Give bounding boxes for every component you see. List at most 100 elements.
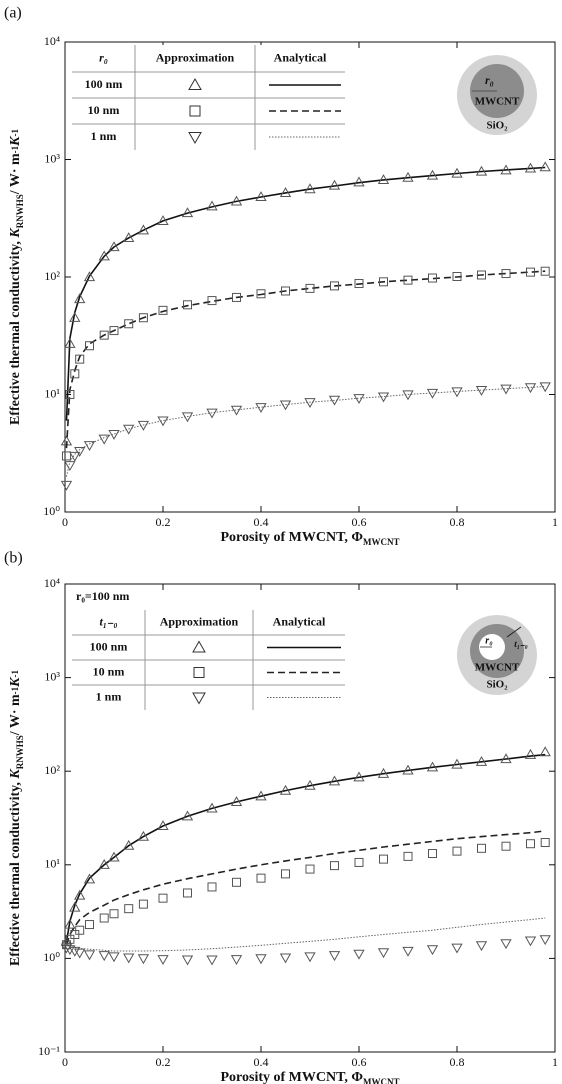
approximation-marker [69,901,81,912]
approximation-marker [255,403,267,413]
x-tick-label: 0.8 [450,515,465,529]
approximation-marker [304,779,316,790]
approximation-marker [137,224,150,235]
legend-label: 1 nm [91,129,117,143]
approximation-marker [157,955,169,966]
analytical-line [65,830,546,945]
approximation-marker [69,946,81,957]
approximation-marker [330,861,339,871]
y-tick-label: 10² [44,269,60,283]
approximation-marker [123,424,135,435]
approximation-marker [524,936,537,947]
approximation-marker [524,748,537,759]
y-tick-label: 10³ [44,151,60,165]
y-axis-label: Effective thermal conductivity, KRNWHS/ … [8,128,25,425]
approximation-marker [475,755,488,766]
approximation-marker [328,951,341,962]
approximation-marker [70,369,80,379]
approximation-marker [181,412,194,423]
approximation-marker [99,913,109,923]
approximation-marker [98,858,110,869]
approximation-marker [255,954,267,965]
approximation-marker [377,767,390,778]
legend-header: Analytical [274,50,327,64]
y-tick-label: 10⁻¹ [38,1044,60,1058]
approximation-marker [428,849,437,859]
y-axis-label-part: K [8,227,23,239]
approximation-marker [138,313,148,323]
x-axis-label-part: Porosity of MWCNT, Φ [220,1070,363,1084]
approximation-marker [402,390,414,401]
y-axis-label-part: -1 [10,128,20,136]
x-axis-label-part: MWCNT [363,1077,400,1084]
approximation-marker [451,758,463,769]
x-tick-label: 0.8 [450,1055,465,1069]
approximation-marker [181,955,194,966]
approximation-marker [524,162,537,173]
approximation-marker [230,195,243,206]
approximation-marker [500,753,512,764]
approximation-marker [328,775,341,786]
approximation-marker [183,300,192,310]
approximation-marker [526,839,535,849]
approximation-marker [138,899,148,909]
legend-marker [192,692,206,705]
approximation-marker [230,405,243,416]
approximation-marker [230,955,243,966]
approximation-marker [232,877,241,887]
inset-label: t₁₋₀ [514,639,528,649]
approximation-marker [99,330,109,340]
approximation-marker [281,869,290,879]
approximation-marker [137,954,150,965]
approximation-marker [108,851,120,862]
approximation-marker [207,882,217,892]
approximation-marker [232,292,241,302]
approximation-marker [124,319,134,329]
approximation-marker [109,326,119,336]
x-tick-label: 0 [62,515,68,529]
y-tick-label: 10⁰ [43,504,60,518]
approximation-marker [539,161,551,172]
y-axis-label-part: -1 [10,669,20,677]
approximation-marker [475,386,488,396]
approximation-marker [207,296,217,306]
x-axis-label: Porosity of MWCNT, ΦMWCNT [220,530,399,547]
approximation-marker [206,802,218,813]
approximation-marker [256,873,266,883]
legend-note: r₀=100 nm [76,589,129,603]
y-tick-label: 10¹ [44,857,60,871]
approximation-marker [353,771,365,782]
approximation-marker [305,283,315,293]
approximation-marker [64,338,76,348]
approximation-marker [501,841,511,851]
approximation-marker [304,183,316,194]
approximation-marker [540,838,550,848]
approximation-marker [230,796,243,806]
approximation-marker [451,387,463,398]
approximation-marker [158,893,168,903]
approximation-marker [451,167,463,178]
legend-label: 100 nm [85,77,123,91]
approximation-marker [206,955,218,966]
approximation-marker [64,461,76,472]
approximation-marker [402,946,414,957]
legend-header: t₁₋₀ [99,614,117,628]
approximation-marker [304,952,316,963]
inset-label: r₀ [485,73,494,87]
approximation-marker [74,889,86,900]
y-axis-label-part: K [8,676,23,688]
approximation-marker [157,820,169,831]
inset-label: MWCNT [475,96,520,108]
approximation-marker [353,176,365,187]
approximation-marker [65,934,75,944]
approximation-marker [279,187,292,197]
approximation-marker [379,854,388,864]
y-tick-label: 10³ [44,669,60,683]
y-axis-label-part: -1 [10,686,20,694]
approximation-marker [354,279,364,289]
legend-label: 10 nm [88,103,120,117]
approximation-marker [157,416,169,427]
approximation-marker [279,784,292,795]
y-axis-label-part: / W· m [8,694,23,736]
approximation-marker [158,305,168,315]
